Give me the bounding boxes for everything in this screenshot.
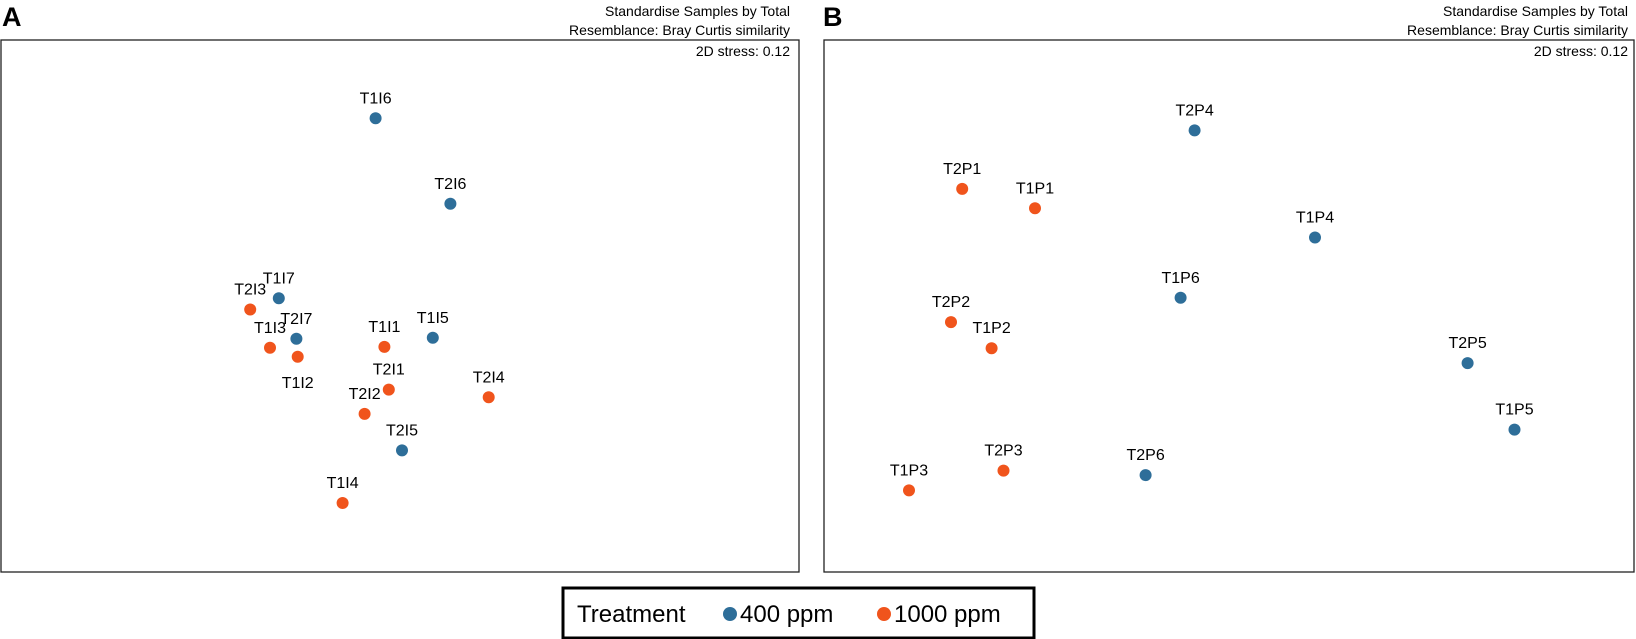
- legend-label-1000-ppm: 1000 ppm: [894, 601, 1001, 628]
- point-label-t1i2: T1I2: [282, 375, 314, 392]
- point-t1p3: [903, 484, 915, 497]
- legend-label-400-ppm: 400 ppm: [740, 601, 833, 628]
- point-label-t2p3: T2P3: [984, 443, 1022, 460]
- point-t1i5: [426, 331, 439, 344]
- point-t1i2: [291, 350, 304, 363]
- point-label-t1p6: T1P6: [1161, 270, 1199, 287]
- panel-b-header-line2: Resemblance: Bray Curtis similarity: [1407, 22, 1628, 38]
- panel-a-header-line1: Standardise Samples by Total: [605, 3, 790, 19]
- point-t2i4: [482, 391, 495, 404]
- legend-marker-400-ppm: [723, 607, 737, 621]
- point-t2i6: [444, 197, 457, 210]
- panel-b-header-line1: Standardise Samples by Total: [1443, 3, 1628, 19]
- panel-a-plot-frame: [0, 39, 800, 573]
- point-t2i5: [396, 444, 408, 457]
- point-label-t2p2: T2P2: [932, 294, 970, 311]
- panel-b-plot-frame: [823, 39, 1635, 573]
- point-label-t2p1: T2P1: [943, 161, 981, 178]
- point-label-t1p4: T1P4: [1296, 210, 1334, 227]
- point-t1p6: [1174, 291, 1187, 304]
- point-label-t1p2: T1P2: [972, 320, 1010, 337]
- panel-a: A Standardise Samples by Total Resemblan…: [0, 2, 800, 573]
- point-label-t1i1: T1I1: [368, 319, 400, 336]
- point-label-t1p3: T1P3: [890, 462, 928, 479]
- point-label-t1i5: T1I5: [417, 310, 449, 327]
- point-t2p4: [1188, 124, 1201, 137]
- point-t1i7: [272, 292, 285, 305]
- point-t2p1: [956, 182, 969, 195]
- point-label-t2i5: T2I5: [386, 422, 418, 439]
- point-t1i6: [369, 112, 382, 125]
- point-label-t2i6: T2I6: [434, 176, 466, 193]
- point-label-t1i4: T1I4: [327, 475, 359, 492]
- point-t2p5: [1461, 357, 1474, 370]
- point-label-t2p6: T2P6: [1126, 447, 1164, 464]
- point-label-t1i6: T1I6: [360, 90, 392, 107]
- point-label-t1p1: T1P1: [1016, 180, 1054, 197]
- point-t2p6: [1139, 469, 1152, 482]
- point-label-t2i4: T2I4: [473, 369, 505, 386]
- point-t1p1: [1029, 202, 1041, 215]
- legend: Treatment 400 ppm 1000 ppm: [561, 586, 1036, 639]
- point-t1p4: [1309, 231, 1321, 244]
- point-t1i4: [336, 497, 349, 509]
- point-label-t2p4: T2P4: [1175, 102, 1213, 119]
- legend-title: Treatment: [577, 601, 686, 628]
- point-label-t1i3: T1I3: [254, 320, 286, 337]
- panel-a-header-line2: Resemblance: Bray Curtis similarity: [569, 22, 790, 38]
- point-t2i7: [290, 332, 303, 345]
- point-label-t2i7: T2I7: [280, 311, 312, 328]
- legend-marker-1000-ppm: [877, 607, 891, 621]
- point-t1p5: [1508, 423, 1521, 436]
- point-label-t2i2: T2I2: [349, 386, 381, 403]
- point-label-t2p5: T2P5: [1448, 335, 1486, 352]
- point-label-t2i1: T2I1: [373, 362, 405, 379]
- point-t2p3: [997, 464, 1010, 477]
- point-t2i2: [358, 407, 371, 420]
- panel-a-letter: A: [2, 2, 22, 32]
- panel-a-stress: 2D stress: 0.12: [696, 43, 790, 59]
- point-label-t2i3: T2I3: [234, 282, 266, 299]
- point-t2i1: [382, 383, 395, 396]
- point-label-t1i7: T1I7: [263, 270, 295, 287]
- point-label-t1p5: T1P5: [1495, 402, 1533, 419]
- panel-b: B Standardise Samples by Total Resemblan…: [823, 2, 1635, 573]
- point-t1i3: [264, 341, 276, 354]
- point-t2p2: [945, 316, 957, 329]
- point-t1p2: [985, 342, 998, 355]
- point-t1i1: [378, 340, 391, 353]
- legend-box: [561, 586, 1036, 639]
- panel-b-letter: B: [823, 2, 843, 32]
- panel-b-stress: 2D stress: 0.12: [1534, 43, 1628, 59]
- point-t2i3: [244, 303, 257, 316]
